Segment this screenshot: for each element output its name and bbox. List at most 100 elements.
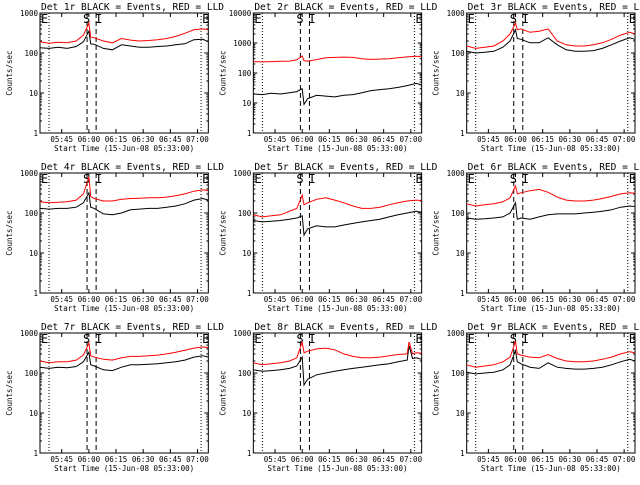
detector-plot-3: Det 3r BLACK = Events, RED = LLD 1 10 100 10… [432, 2, 640, 153]
marker-i-label: I [95, 172, 102, 186]
y-axis-label: Counts/sec [218, 50, 227, 95]
x-tick-label: 06:45 [159, 135, 182, 144]
x-tick-label: 06:45 [586, 455, 609, 464]
plot-title: Det 4r BLACK = Events, RED = LLD [41, 162, 224, 173]
y-tick-label: 100 [238, 369, 252, 378]
marker-e-right-label: E [629, 172, 636, 186]
x-tick-label: 06:45 [159, 455, 182, 464]
y-tick-label: 1 [247, 129, 252, 138]
y-tick-label: 10 [242, 99, 252, 108]
x-tick-label: 06:00 [504, 295, 527, 304]
marker-s-label: S [510, 172, 517, 186]
marker-s-label: S [510, 332, 517, 346]
x-axis-label: Start Time (15-Jun-08 05:33:00) [54, 304, 194, 313]
y-axis-label: Counts/sec [5, 370, 14, 415]
marker-e-right-label: E [202, 172, 209, 186]
series-line-events [466, 348, 636, 375]
x-tick-label: 07:00 [613, 295, 636, 304]
plot-title: Det 6r BLACK = Events, RED = LLD [468, 162, 640, 173]
series-line-lld [39, 21, 209, 44]
marker-e-left-label: E [468, 172, 475, 186]
x-tick-label: 06:30 [559, 295, 582, 304]
plot-frame [252, 172, 423, 294]
y-axis-label: Counts/sec [5, 210, 14, 255]
y-tick-label: 100 [451, 369, 465, 378]
x-tick-label: 06:30 [345, 455, 368, 464]
detector-plot-4: Det 4r BLACK = Events, RED = LLD 1 10 100 10… [5, 162, 224, 313]
y-axis-label: Counts/sec [218, 210, 227, 255]
x-axis-label: Start Time (15-Jun-08 05:33:00) [481, 144, 621, 153]
y-tick-label: 1 [247, 449, 252, 458]
marker-i-label: I [308, 172, 315, 186]
y-tick-label: 100 [238, 69, 252, 78]
x-axis-label: Start Time (15-Jun-08 05:33:00) [54, 464, 194, 473]
x-tick-label: 06:00 [291, 295, 314, 304]
y-tick-label: 1 [33, 289, 38, 298]
plot-title: Det 8r BLACK = Events, RED = LLD [254, 322, 437, 333]
y-tick-label: 1000 [20, 169, 39, 178]
x-tick-label: 06:15 [531, 135, 554, 144]
x-axis-label: Start Time (15-Jun-08 05:33:00) [268, 304, 408, 313]
marker-s-label: S [83, 332, 90, 346]
series-line-lld [253, 55, 422, 63]
y-tick-label: 1 [460, 289, 465, 298]
detector-plot-5: Det 5r BLACK = Events, RED = LLD 1 10 100 10… [218, 162, 437, 313]
x-tick-label: 06:30 [132, 135, 155, 144]
x-axis-label: Start Time (15-Jun-08 05:33:00) [268, 464, 408, 473]
series-line-lld [466, 21, 636, 49]
x-tick-label: 07:00 [613, 455, 636, 464]
x-tick-label: 06:45 [586, 295, 609, 304]
x-axis-label: Start Time (15-Jun-08 05:33:00) [268, 144, 408, 153]
y-tick-label: 1000 [233, 169, 252, 178]
plot-frame [466, 332, 636, 454]
x-tick-label: 07:00 [400, 295, 423, 304]
marker-i-label: I [95, 332, 102, 346]
x-axis-label: Start Time (15-Jun-08 05:33:00) [481, 464, 621, 473]
marker-i-label: I [95, 12, 102, 26]
marker-e-left-label: E [254, 332, 261, 346]
y-tick-label: 10000 [229, 9, 252, 18]
x-tick-label: 06:15 [318, 455, 341, 464]
marker-s-label: S [296, 172, 303, 186]
x-axis-label: Start Time (15-Jun-08 05:33:00) [481, 304, 621, 313]
y-tick-label: 10 [456, 89, 466, 98]
x-tick-label: 05:45 [50, 135, 73, 144]
x-tick-label: 06:15 [531, 295, 554, 304]
series-line-events [39, 350, 209, 372]
x-tick-label: 05:45 [264, 295, 287, 304]
y-tick-label: 1000 [447, 9, 466, 18]
x-tick-label: 06:15 [318, 295, 341, 304]
plot-title: Det 3r BLACK = Events, RED = LLD [468, 2, 640, 13]
x-tick-label: 05:45 [477, 455, 500, 464]
marker-s-label: S [83, 12, 90, 26]
x-tick-label: 07:00 [613, 135, 636, 144]
detector-plot-6: Det 6r BLACK = Events, RED = LLD 1 10 100 10… [432, 162, 640, 313]
plot-title: Det 7r BLACK = Events, RED = LLD [41, 322, 224, 333]
x-tick-label: 06:00 [504, 455, 527, 464]
x-tick-label: 06:15 [105, 295, 128, 304]
x-tick-label: 07:00 [186, 455, 209, 464]
plot-title: Det 1r BLACK = Events, RED = LLD [41, 2, 224, 13]
marker-e-right-label: E [202, 332, 209, 346]
marker-e-right-label: E [415, 12, 422, 26]
marker-e-right-label: E [629, 332, 636, 346]
marker-e-right-label: E [629, 12, 636, 26]
x-tick-label: 06:00 [291, 455, 314, 464]
x-tick-label: 06:45 [372, 135, 395, 144]
series-line-lld [466, 341, 636, 368]
y-tick-label: 1 [460, 129, 465, 138]
x-tick-label: 07:00 [400, 455, 423, 464]
x-tick-label: 06:30 [345, 135, 368, 144]
x-tick-label: 05:45 [477, 295, 500, 304]
marker-e-left-label: E [41, 12, 48, 26]
y-tick-label: 10 [29, 409, 39, 418]
y-tick-label: 1000 [233, 329, 252, 338]
marker-e-left-label: E [41, 332, 48, 346]
plot-frame [252, 12, 423, 134]
detector-plot-2: Det 2r BLACK = Events, RED = LLD 1 10 100 10… [218, 2, 437, 153]
x-tick-label: 06:45 [372, 295, 395, 304]
detector-plot-9: Det 9r BLACK = Events, RED = LLD 1 10 100 10… [432, 322, 640, 473]
x-tick-label: 06:00 [504, 135, 527, 144]
x-tick-label: 06:30 [132, 295, 155, 304]
marker-e-left-label: E [468, 12, 475, 26]
